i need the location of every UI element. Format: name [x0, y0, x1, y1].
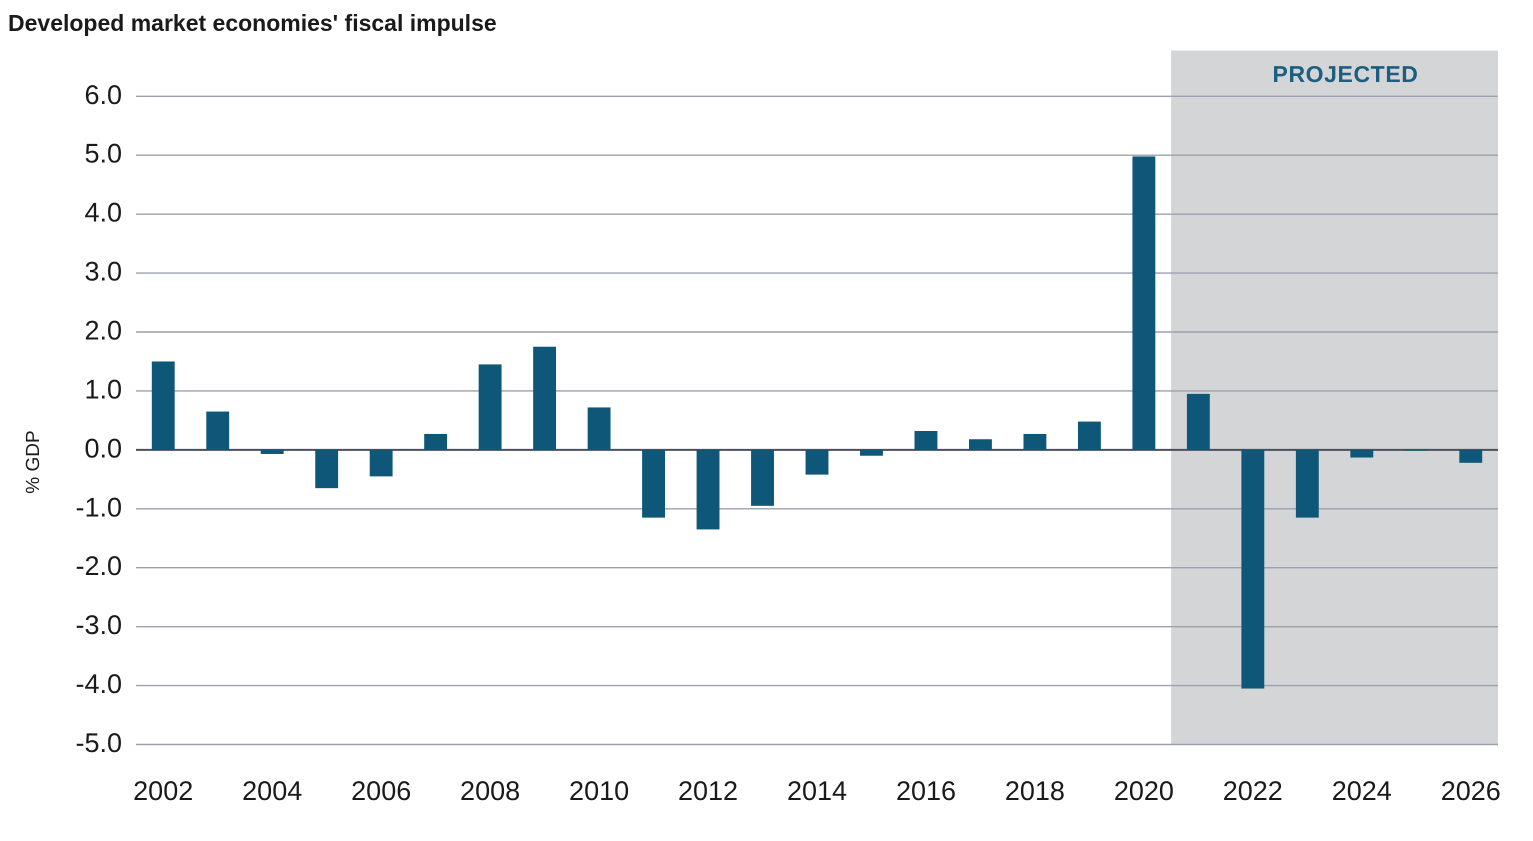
- svg-text:-5.0: -5.0: [75, 728, 122, 758]
- svg-text:2026: 2026: [1441, 776, 1501, 806]
- svg-text:2022: 2022: [1223, 776, 1283, 806]
- svg-text:% GDP: % GDP: [23, 430, 44, 493]
- svg-text:0.0: 0.0: [84, 433, 122, 463]
- svg-text:2006: 2006: [351, 776, 411, 806]
- svg-text:2010: 2010: [569, 776, 629, 806]
- svg-text:5.0: 5.0: [84, 139, 122, 169]
- svg-text:-4.0: -4.0: [75, 669, 122, 699]
- svg-text:2.0: 2.0: [84, 316, 122, 346]
- svg-text:-2.0: -2.0: [75, 551, 122, 581]
- svg-text:-1.0: -1.0: [75, 492, 122, 522]
- svg-text:4.0: 4.0: [84, 198, 122, 228]
- svg-text:2024: 2024: [1332, 776, 1392, 806]
- svg-text:2002: 2002: [133, 776, 193, 806]
- svg-text:2012: 2012: [678, 776, 738, 806]
- svg-text:-3.0: -3.0: [75, 610, 122, 640]
- svg-text:2018: 2018: [1005, 776, 1065, 806]
- svg-text:2020: 2020: [1114, 776, 1174, 806]
- svg-text:PROJECTED: PROJECTED: [1273, 61, 1419, 87]
- svg-text:1.0: 1.0: [84, 374, 122, 404]
- svg-text:2014: 2014: [787, 776, 847, 806]
- svg-text:2008: 2008: [460, 776, 520, 806]
- svg-text:3.0: 3.0: [84, 257, 122, 287]
- svg-text:6.0: 6.0: [84, 80, 122, 110]
- svg-text:2004: 2004: [242, 776, 302, 806]
- svg-text:2016: 2016: [896, 776, 956, 806]
